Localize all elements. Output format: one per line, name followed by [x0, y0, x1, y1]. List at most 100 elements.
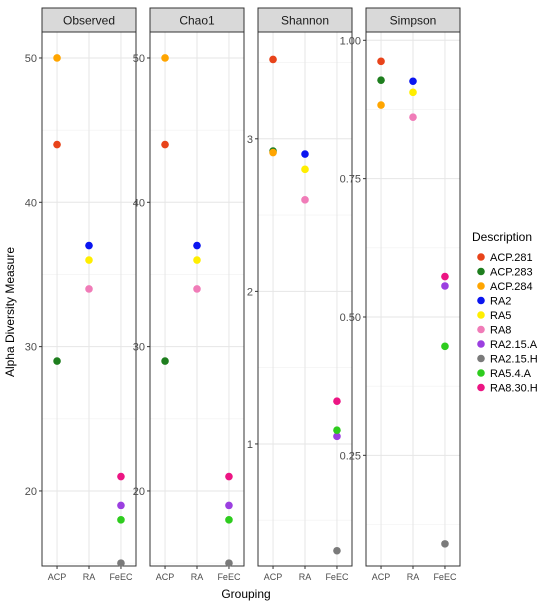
y-tick-label: 40	[133, 197, 145, 209]
data-point-ra2-15-a	[117, 501, 125, 510]
data-point-acp-284	[161, 54, 169, 62]
legend-title: Description	[472, 230, 532, 244]
legend-label: RA2	[490, 296, 511, 308]
data-point-ra2	[193, 241, 201, 250]
y-tick-label: 40	[25, 197, 37, 209]
y-axis-title: Alpha Diversity Measure	[3, 247, 17, 377]
data-point-ra8-30-h	[225, 472, 233, 481]
data-point-acp-281	[269, 55, 277, 64]
data-point-ra2	[409, 77, 417, 86]
y-tick-label: 1.00	[340, 35, 361, 47]
legend-key	[477, 325, 485, 334]
facet-panel-chao1: Chao1 20 30 40 50 ACP RA FeEC	[133, 7, 245, 582]
x-tick-label: ACP	[48, 572, 67, 582]
data-point-ra5-4-a	[225, 516, 233, 524]
facet-panels: Observed 20 30 40 50 ACP RA FeEC Chao1 20 30 40 50 AC…	[25, 7, 461, 582]
data-point-ra8	[301, 196, 309, 204]
y-tick-label: 0.75	[340, 174, 361, 186]
data-point-ra2-15-h	[333, 546, 341, 555]
data-point-acp-281	[161, 140, 169, 149]
data-point-ra2-15-a	[333, 432, 341, 441]
data-point-ra8-30-h	[117, 472, 125, 481]
facet-panel-simpson: Simpson 0.25 0.50 0.75 1.00 ACP RA FeEC	[340, 7, 461, 582]
facet-strip	[365, 7, 461, 33]
data-point-ra2-15-a	[441, 282, 449, 290]
y-tick-label: 0.25	[340, 450, 361, 462]
data-point-ra8-30-h	[441, 272, 449, 281]
y-tick-label: 30	[25, 342, 37, 354]
y-tick-label: 3	[247, 134, 253, 146]
data-point-ra5-4-a	[117, 516, 125, 524]
data-point-ra8	[409, 113, 417, 122]
data-point-acp-284	[269, 148, 277, 157]
y-tick-label: 0.50	[340, 312, 361, 324]
y-tick-label: 50	[133, 53, 145, 65]
data-point-ra5	[85, 256, 93, 264]
legend-key	[477, 253, 485, 261]
legend-key	[477, 369, 485, 377]
legend-key	[477, 282, 485, 290]
x-tick-label: ACP	[264, 572, 283, 582]
facet-strip-label: Simpson	[390, 14, 437, 28]
legend-label: RA5.4.A	[490, 368, 532, 380]
x-tick-label: RA	[299, 572, 312, 582]
data-point-ra2	[301, 150, 309, 158]
facet-strip-label: Observed	[63, 14, 115, 28]
data-point-acp-281	[377, 57, 385, 66]
y-tick-label: 20	[25, 486, 37, 498]
facet-strip	[41, 7, 137, 33]
data-point-ra2-15-h	[117, 559, 125, 567]
y-tick-label: 50	[25, 53, 37, 65]
data-point-ra5	[301, 165, 309, 174]
legend-key	[477, 354, 485, 363]
x-tick-label: FeEC	[325, 572, 349, 582]
legend-label: ACP.284	[490, 281, 533, 293]
data-point-acp-281	[53, 140, 61, 149]
data-point-ra2-15-h	[225, 559, 233, 567]
x-tick-label: RA	[83, 572, 96, 582]
legend-label: RA5	[490, 310, 511, 322]
legend-key	[477, 340, 485, 348]
y-tick-label: 20	[133, 486, 145, 498]
legend-key	[477, 296, 485, 305]
legend-entries: ACP.281 ACP.283 ACP.284 RA2 RA5 RA8 RA2.15.A RA…	[477, 252, 538, 395]
data-point-ra5	[409, 88, 417, 97]
x-tick-label: FeEC	[217, 572, 241, 582]
legend-key	[477, 383, 485, 392]
facet-strip	[149, 7, 245, 33]
data-point-ra8	[193, 285, 201, 293]
data-point-ra2-15-h	[441, 540, 449, 548]
x-tick-label: RA	[191, 572, 204, 582]
legend-label: RA2.15.A	[490, 339, 538, 351]
data-point-ra2	[85, 241, 93, 250]
y-tick-label: 2	[247, 286, 253, 298]
x-tick-label: ACP	[372, 572, 391, 582]
data-point-ra2-15-a	[225, 501, 233, 510]
facet-strip-label: Shannon	[281, 14, 329, 28]
x-tick-label: RA	[407, 572, 420, 582]
legend-label: RA8.30.H	[490, 383, 538, 395]
legend-label: RA2.15.H	[490, 354, 538, 366]
x-axis-title: Grouping	[221, 587, 270, 601]
data-point-acp-283	[161, 357, 169, 365]
data-point-acp-283	[53, 357, 61, 365]
y-tick-label: 1	[247, 439, 253, 451]
data-point-acp-284	[377, 101, 385, 109]
legend-label: ACP.281	[490, 252, 533, 264]
x-tick-label: ACP	[156, 572, 175, 582]
facet-panel-observed: Observed 20 30 40 50 ACP RA FeEC	[25, 7, 137, 582]
facet-strip-label: Chao1	[179, 14, 215, 28]
legend-label: ACP.283	[490, 267, 533, 279]
data-point-ra5-4-a	[333, 426, 341, 435]
data-point-ra5	[193, 256, 201, 264]
facet-panel-shannon: Shannon 1 2 3 ACP RA FeEC	[247, 7, 353, 582]
legend-key	[477, 311, 485, 319]
legend-label: RA8	[490, 325, 511, 337]
data-point-acp-283	[377, 76, 385, 84]
data-point-ra8	[85, 285, 93, 293]
data-point-ra8-30-h	[333, 397, 341, 406]
legend: Description ACP.281 ACP.283 ACP.284 RA2 RA5 R…	[472, 230, 538, 395]
x-tick-label: FeEC	[433, 572, 457, 582]
y-tick-label: 30	[133, 342, 145, 354]
